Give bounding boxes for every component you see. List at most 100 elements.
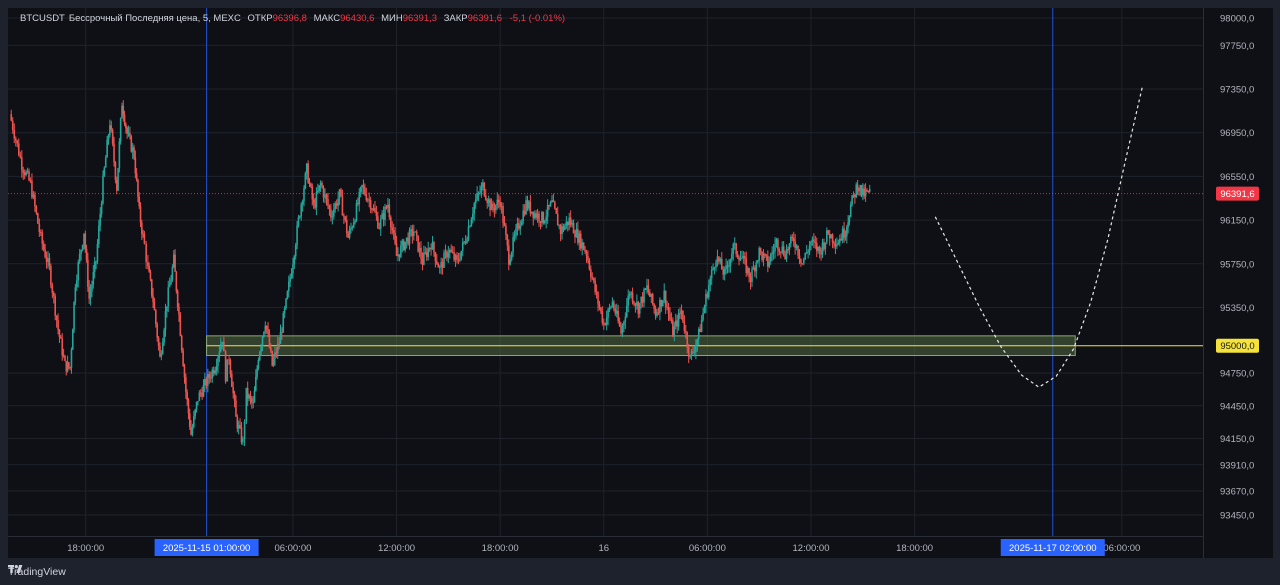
candle-body <box>565 221 568 226</box>
candle-body <box>726 265 729 267</box>
candle-body <box>443 253 445 268</box>
candle-body <box>178 307 180 315</box>
candle-body <box>808 245 811 252</box>
candle-body <box>613 301 615 309</box>
candle-body <box>384 206 386 220</box>
legend-symbol[interactable]: BTCUSDT <box>20 13 65 24</box>
candle-body <box>600 307 602 312</box>
candle-body <box>305 163 308 174</box>
candle-body <box>864 190 867 197</box>
candle-body <box>271 351 274 366</box>
candle-body <box>228 359 230 361</box>
projection-path[interactable] <box>934 85 1144 388</box>
candle-body <box>372 208 375 210</box>
time-marker-badge[interactable] <box>1000 539 1105 556</box>
candle-body <box>147 261 149 266</box>
candle-body <box>87 259 89 287</box>
candle-body <box>841 228 844 241</box>
candle-body <box>314 203 316 208</box>
candle-body <box>425 252 428 257</box>
candle-body <box>597 292 599 304</box>
candle-body <box>126 127 128 134</box>
candle-body <box>84 233 87 249</box>
candle-body <box>771 252 773 255</box>
legend-close-value: 96391,6 <box>467 13 502 24</box>
tradingview-footer: TradingView <box>8 564 66 580</box>
candle-body <box>568 217 571 226</box>
candle-body <box>713 267 716 269</box>
price-axis-tick-label: 97350,0 <box>1220 85 1254 96</box>
tradingview-brand: TradingView <box>8 566 66 578</box>
candle-body <box>81 245 84 250</box>
candle-body <box>74 287 77 303</box>
candle-body <box>198 392 201 401</box>
candle-body <box>562 226 565 230</box>
candle-body <box>692 351 694 353</box>
candle-body <box>413 231 415 237</box>
candle-body <box>866 190 868 192</box>
candle-body <box>531 211 533 214</box>
candle-body <box>211 369 214 379</box>
candle-body <box>142 233 144 235</box>
price-chart[interactable]: BTCUSDT Бессрочный Последняя цена, 5, MEX… <box>8 8 1273 558</box>
candle-body <box>161 342 164 354</box>
candle-body <box>833 242 835 244</box>
candle-body <box>461 242 464 251</box>
candle-body <box>487 199 490 203</box>
candle-body <box>364 187 366 195</box>
candle-body <box>312 199 315 204</box>
candle-body <box>459 259 461 261</box>
candle-body <box>23 172 26 175</box>
candle-body <box>650 293 653 297</box>
candle-body <box>784 254 786 259</box>
candle-body <box>347 233 349 238</box>
candle-body <box>190 426 192 435</box>
candle-body <box>646 285 648 290</box>
candle-body <box>860 185 863 195</box>
candle-body <box>798 255 801 259</box>
candle-body <box>538 213 540 222</box>
price-axis-tick-label: 94750,0 <box>1220 369 1254 380</box>
candle-body <box>800 258 802 264</box>
candle-body <box>398 254 401 257</box>
candle-body <box>57 320 59 330</box>
candle-body <box>464 241 467 243</box>
candle-body <box>846 226 848 236</box>
candle-body <box>118 141 121 169</box>
candle-body <box>604 323 607 325</box>
candle-body <box>180 335 183 351</box>
candle-body <box>556 213 559 226</box>
candle-body <box>611 301 614 307</box>
candle-body <box>457 259 460 261</box>
time-marker-badge[interactable] <box>154 539 259 556</box>
candle-body <box>14 138 17 141</box>
candle-body <box>529 201 532 214</box>
candle-body <box>434 252 437 262</box>
candle-body <box>628 294 631 296</box>
candle-body <box>62 355 65 357</box>
candle-body <box>818 246 821 252</box>
candle-body <box>253 390 256 403</box>
candle-body <box>65 361 68 372</box>
candle-body <box>736 254 739 258</box>
candle-body <box>317 190 319 193</box>
candle-body <box>357 203 359 205</box>
legend-high-value: 96430,6 <box>340 13 375 24</box>
candle-body <box>558 225 560 227</box>
candle-body <box>170 279 172 285</box>
candle-body <box>392 230 395 233</box>
candle-body <box>385 206 388 208</box>
candle-body <box>578 233 581 243</box>
candle-body <box>131 147 134 152</box>
candle-body <box>157 337 160 347</box>
candle-body <box>187 399 190 414</box>
candle-body <box>474 199 477 204</box>
candle-body <box>322 187 325 198</box>
candle-body <box>526 200 529 209</box>
chart-canvas[interactable]: 98000,0 97750,0 97350,0 96950,0 96550,0 96150… <box>8 8 1273 558</box>
time-axis-tick-label: 06:00:00 <box>689 543 726 554</box>
candle-body <box>433 242 435 253</box>
candle-body <box>479 192 481 194</box>
candle-body <box>450 250 453 252</box>
candle-body <box>236 416 239 429</box>
